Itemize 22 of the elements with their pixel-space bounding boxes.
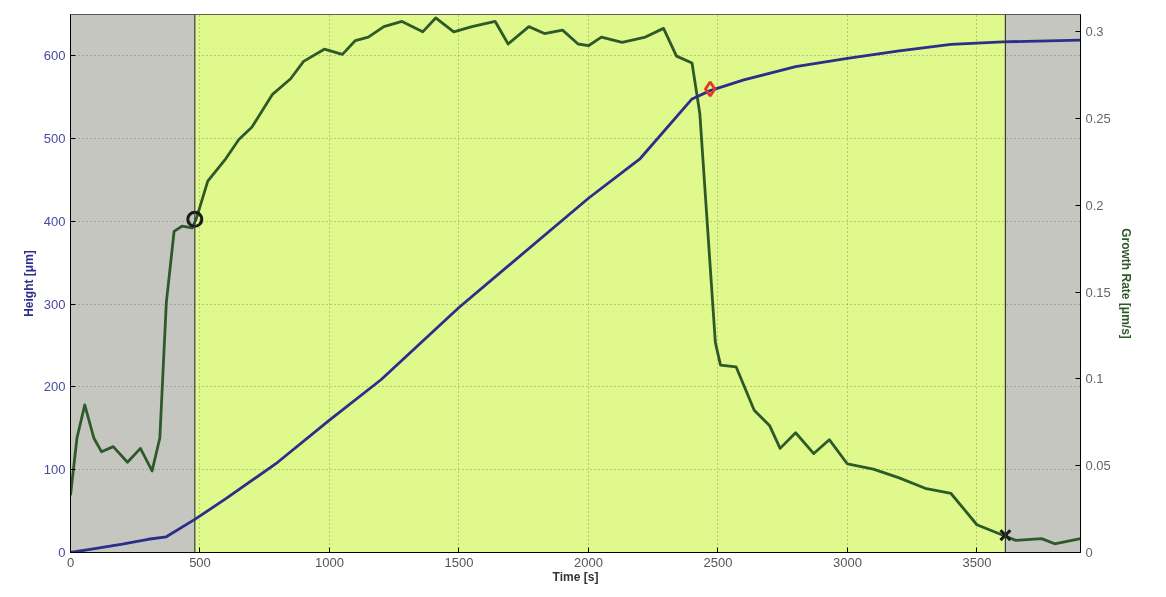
y-tick-label: 200 xyxy=(43,379,66,395)
y2-tick-label: 0.1 xyxy=(1085,371,1104,387)
x-tick-label: 3000 xyxy=(832,554,862,570)
y2-tick-label: 0.25 xyxy=(1085,111,1111,127)
y2-tick-label: 0.05 xyxy=(1085,458,1111,474)
x-tick-label: 1500 xyxy=(444,554,474,570)
y-tick-label: 300 xyxy=(43,296,66,312)
y2-axis-title: Growth Rate [μm/s] xyxy=(1118,228,1133,339)
x-tick-label: 3500 xyxy=(962,554,992,570)
y2-tick-label: 0.3 xyxy=(1085,24,1104,40)
x-tick-label: 2000 xyxy=(573,554,603,570)
x-tick-label: 500 xyxy=(189,554,211,570)
x-tick-label: 2500 xyxy=(703,554,733,570)
x-axis-title: Time [s] xyxy=(552,569,599,584)
y-axis-title: Height [μm] xyxy=(21,250,36,317)
y2-tick-label: 0.2 xyxy=(1085,197,1104,213)
y-tick-label: 100 xyxy=(43,462,66,478)
y-tick-label: 500 xyxy=(43,131,66,147)
y2-tick-label: 0.15 xyxy=(1085,284,1111,300)
y-tick-label: 400 xyxy=(43,213,66,229)
y-tick-label: 600 xyxy=(43,48,66,64)
x-tick-label: 1000 xyxy=(315,554,344,570)
